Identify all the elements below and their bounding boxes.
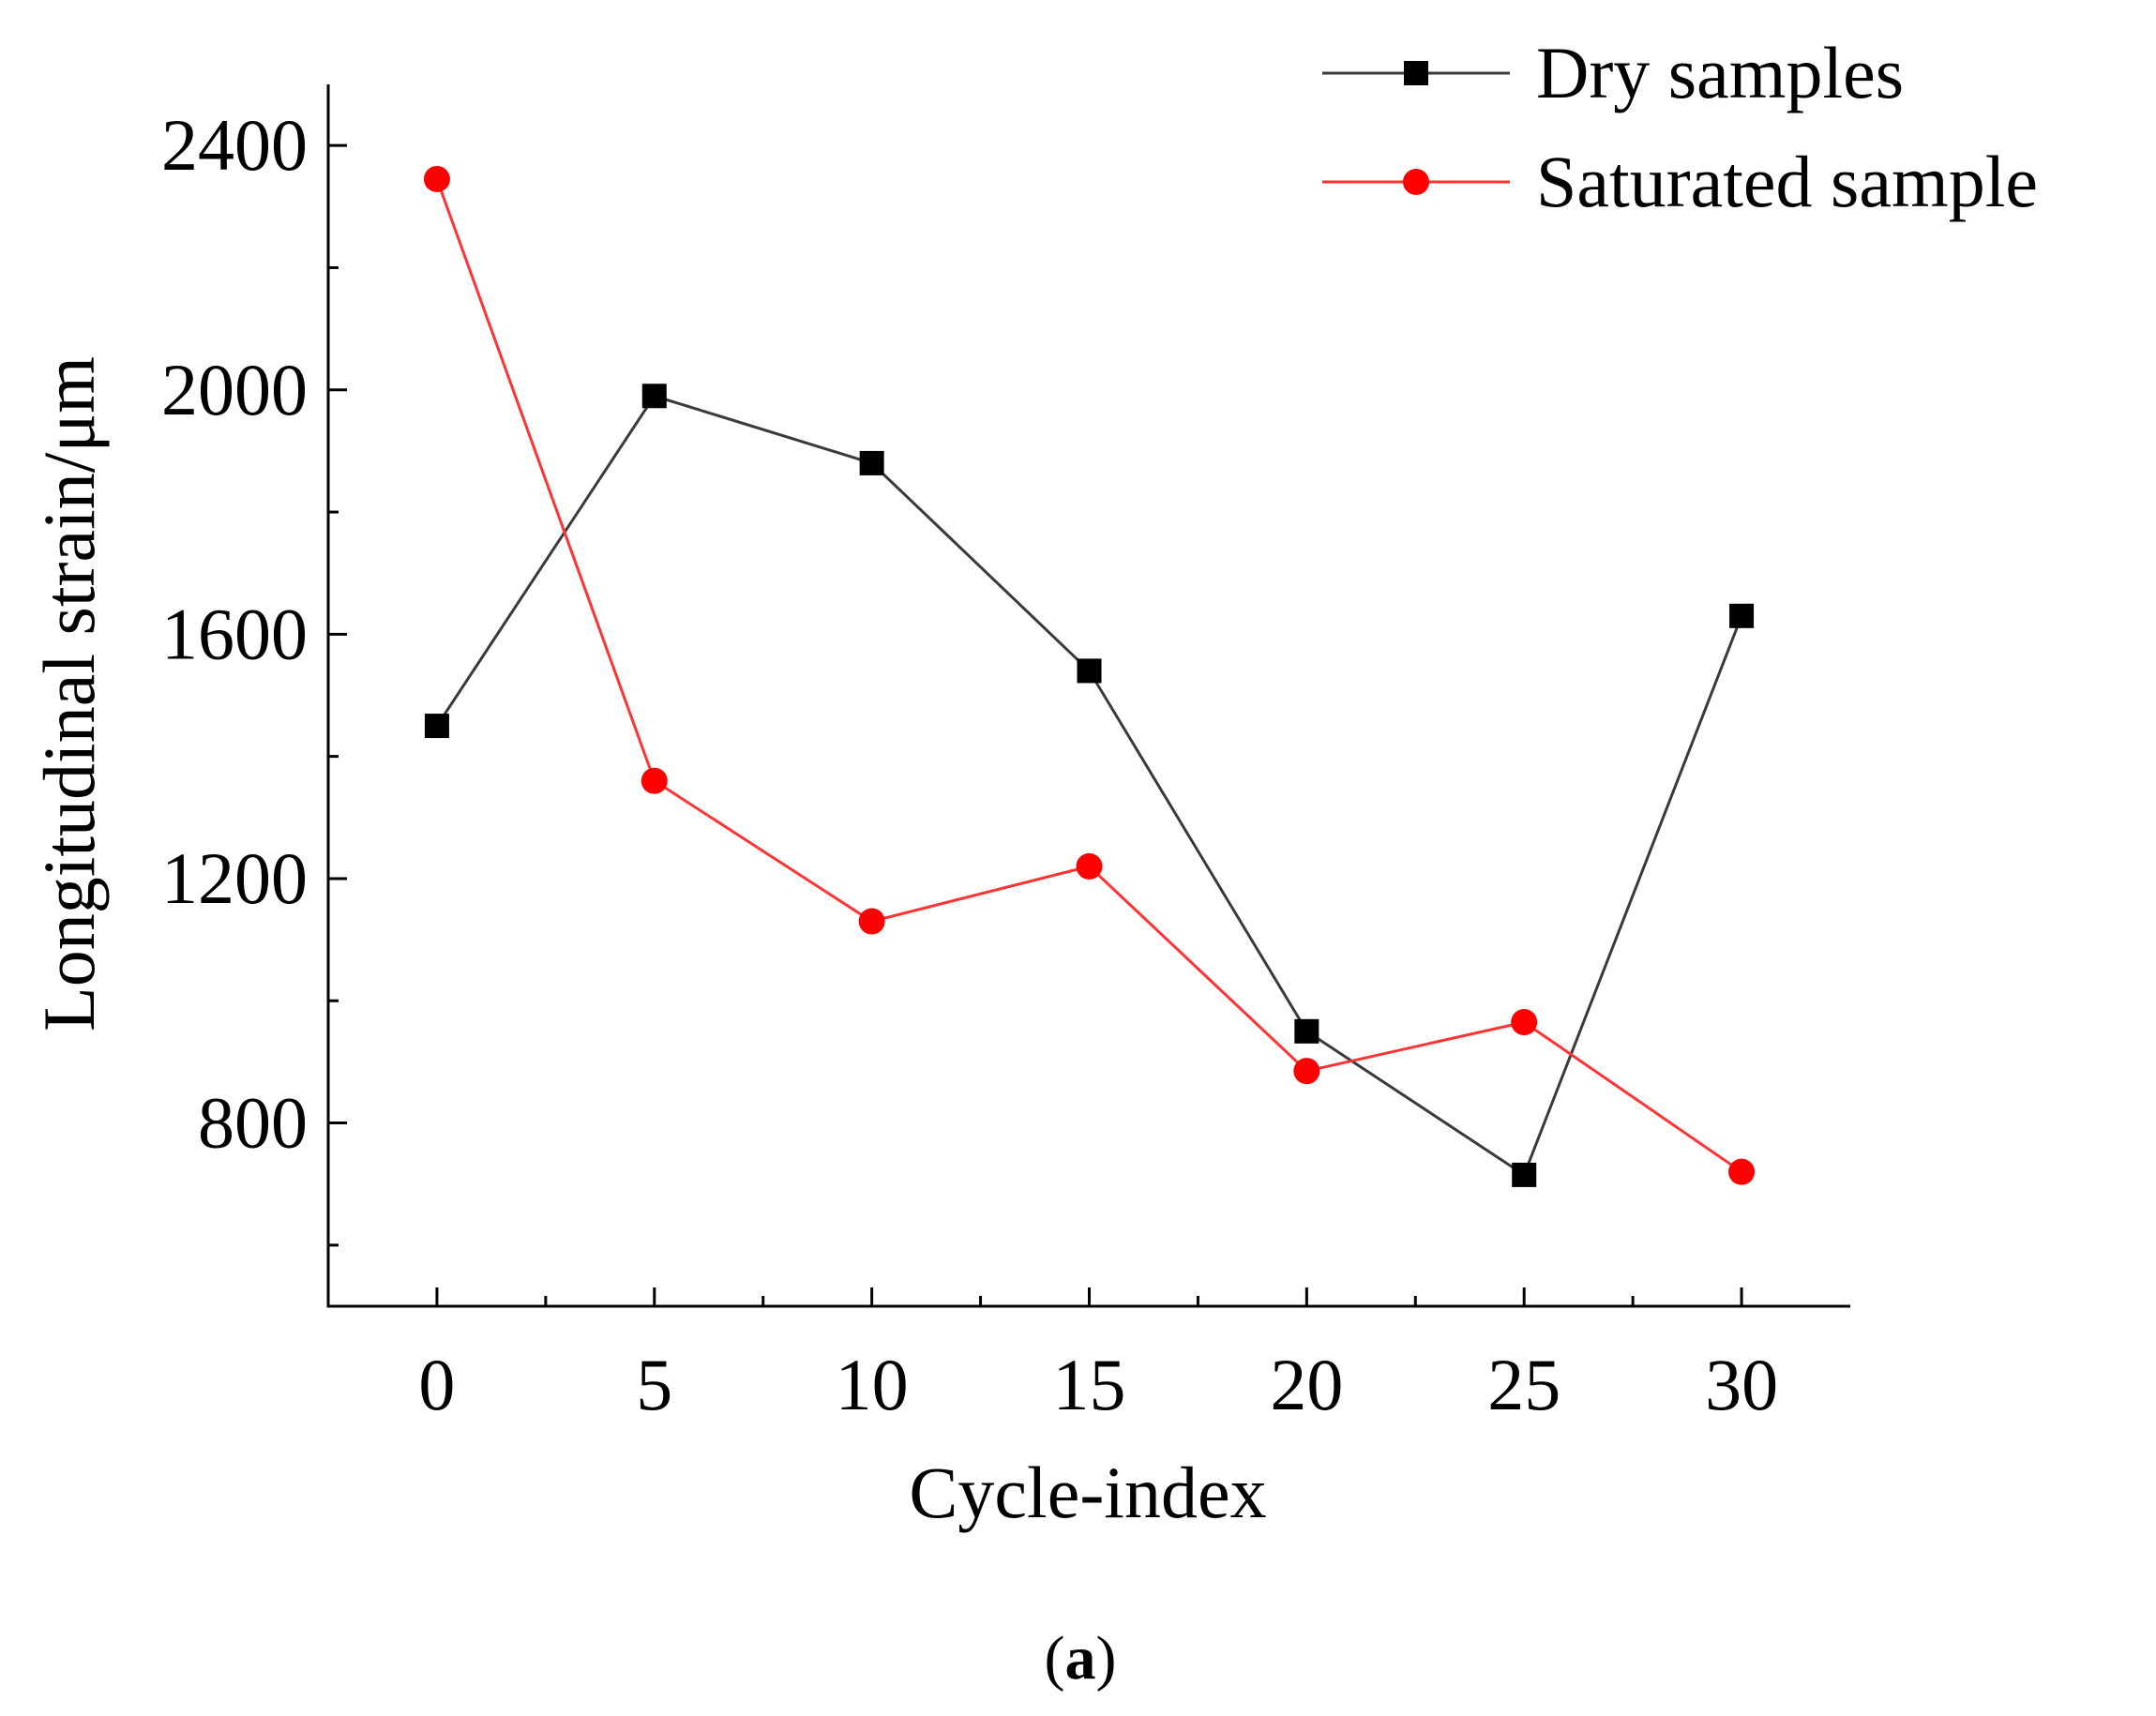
x-ticks: 0 5 10 15 20 25 30 (418, 1287, 1778, 1425)
data-point-saturated (423, 165, 450, 192)
figure-caption: (a) (1045, 1624, 1117, 1693)
y-tick-label: 1200 (161, 837, 308, 919)
data-point-dry (424, 714, 449, 739)
x-tick-label: 10 (836, 1344, 909, 1425)
legend-label-dry: Dry samples (1536, 32, 1904, 113)
data-point-dry (859, 450, 884, 475)
y-tick-label: 2400 (161, 104, 308, 186)
x-tick-label: 25 (1487, 1344, 1560, 1425)
x-tick-label: 15 (1053, 1344, 1126, 1425)
x-tick-label: 0 (418, 1344, 455, 1425)
data-point-dry (1077, 658, 1102, 684)
y-axis-title: Longitudinal strain/μm (28, 356, 110, 1031)
data-point-saturated (641, 767, 668, 794)
data-point-dry (1512, 1162, 1537, 1187)
data-point-dry (1294, 1018, 1319, 1044)
legend-marker-dry (1404, 61, 1428, 85)
legend-label-saturated: Saturated sample (1536, 141, 2038, 222)
y-tick-label: 800 (198, 1082, 308, 1164)
legend-item-dry: Dry samples (1322, 32, 1904, 113)
series-line-dry (435, 394, 1743, 1178)
series-dry (424, 384, 1755, 1187)
axes (326, 84, 1850, 1308)
data-point-saturated (1511, 1009, 1538, 1036)
x-tick-label: 20 (1270, 1344, 1343, 1425)
x-tick-label: 5 (636, 1344, 672, 1425)
legend-item-saturated: Saturated sample (1322, 141, 2038, 222)
x-axis-title: Cycle-index (909, 1452, 1266, 1533)
caption-letter: a (1065, 1624, 1096, 1693)
y-tick-label: 1600 (161, 593, 308, 674)
legend: Dry samples Saturated sample (1322, 32, 2038, 222)
data-point-saturated (1728, 1158, 1756, 1185)
y-ticks: 800 1200 1600 2000 2400 (161, 104, 347, 1247)
data-point-dry (641, 384, 667, 409)
series-saturated (423, 165, 1756, 1185)
data-point-saturated (1293, 1058, 1320, 1085)
data-point-saturated (1076, 852, 1103, 880)
y-tick-label: 2000 (161, 349, 308, 430)
series-layer (423, 165, 1756, 1187)
caption-open: ( (1045, 1624, 1065, 1693)
legend-marker-saturated (1403, 169, 1429, 195)
caption-close: ) (1096, 1624, 1117, 1693)
x-tick-label: 30 (1705, 1344, 1778, 1425)
data-point-saturated (858, 908, 885, 935)
data-point-dry (1729, 603, 1755, 628)
